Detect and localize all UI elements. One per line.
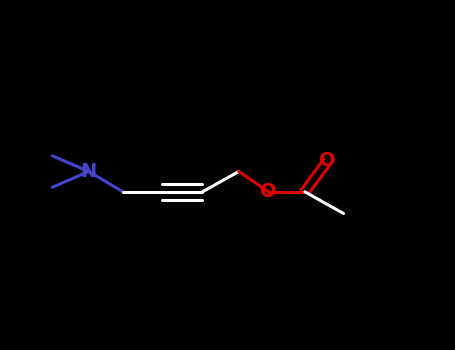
Text: O: O (260, 182, 277, 201)
Text: O: O (319, 152, 336, 170)
Text: N: N (81, 162, 97, 181)
